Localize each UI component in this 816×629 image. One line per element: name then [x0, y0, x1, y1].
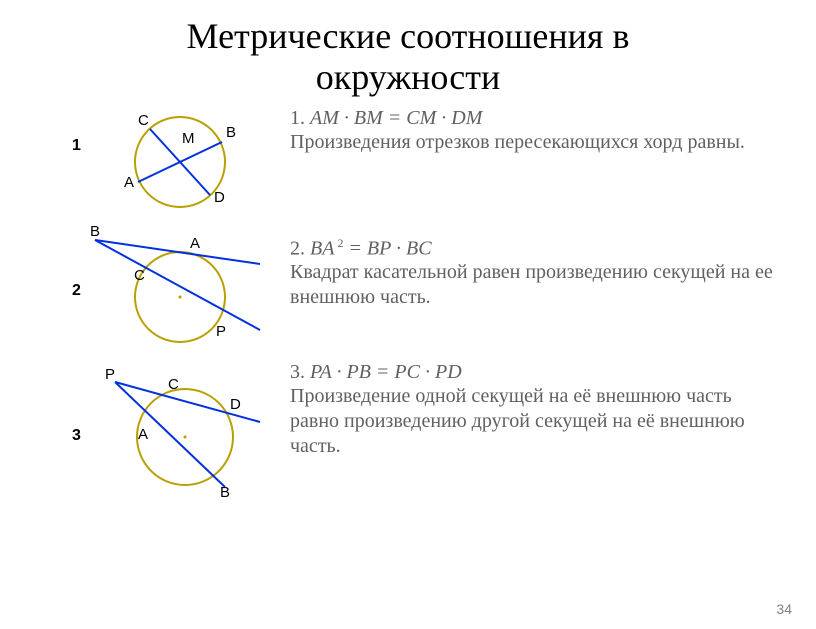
- svg-text:D: D: [214, 189, 225, 206]
- item-number-3: 3: [72, 427, 81, 445]
- svg-text:A: A: [190, 235, 200, 252]
- title-line2: окружности: [316, 57, 501, 97]
- svg-text:P: P: [216, 323, 226, 340]
- svg-text:B: B: [90, 223, 100, 240]
- item-1: 1 A B C D M 1. AM · BM = CM · DM Произве…: [0, 107, 816, 222]
- svg-text:C: C: [134, 267, 145, 284]
- diagram-1: 1 A B C D M: [0, 107, 290, 222]
- page-title: Метрические соотношения в окружности: [0, 16, 816, 99]
- item-2: 2 B A C P 2. BA 2 = BP · BC Квадрат каса…: [0, 222, 816, 357]
- diagram-2: 2 B A C P: [0, 222, 290, 357]
- formula-2: 2. BA 2 = BP · BC: [290, 236, 776, 261]
- svg-text:B: B: [226, 124, 236, 141]
- item-number-1: 1: [72, 137, 81, 155]
- text-2: 2. BA 2 = BP · BC Квадрат касательной ра…: [290, 222, 816, 311]
- svg-text:A: A: [124, 174, 134, 191]
- svg-text:M: M: [182, 130, 195, 147]
- desc-3: Произведение одной секущей на её внешнюю…: [290, 384, 776, 459]
- diagram-3: 3 P A B C D: [0, 357, 290, 512]
- svg-text:D: D: [230, 396, 241, 413]
- page-number: 34: [776, 601, 792, 617]
- content-area: 1 A B C D M 1. AM · BM = CM · DM Произве…: [0, 107, 816, 512]
- formula-1: 1. AM · BM = CM · DM: [290, 107, 776, 130]
- desc-1: Произведения отрезков пересекающихся хор…: [290, 130, 776, 155]
- svg-text:C: C: [168, 376, 179, 393]
- circle-diagram-3: P A B C D: [0, 357, 290, 507]
- text-1: 1. AM · BM = CM · DM Произведения отрезк…: [290, 107, 816, 155]
- svg-text:C: C: [138, 112, 149, 129]
- title-line1: Метрические соотношения в: [187, 16, 630, 56]
- circle-diagram-2: B A C P: [0, 222, 290, 352]
- text-3: 3. PA · PB = PC · PD Произведение одной …: [290, 357, 816, 459]
- item-number-2: 2: [72, 282, 81, 300]
- desc-2: Квадрат касательной равен произведению с…: [290, 260, 776, 310]
- formula-3: 3. PA · PB = PC · PD: [290, 361, 776, 384]
- svg-text:P: P: [105, 366, 115, 383]
- circle-diagram-1: A B C D M: [0, 107, 290, 217]
- item-3: 3 P A B C D 3. PA · PB = PC · PD Произве…: [0, 357, 816, 512]
- svg-text:B: B: [220, 484, 230, 501]
- svg-text:A: A: [138, 426, 148, 443]
